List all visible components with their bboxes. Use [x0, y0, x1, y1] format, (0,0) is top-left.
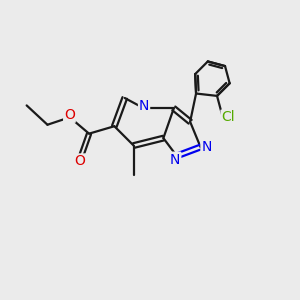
Text: N: N	[139, 99, 149, 113]
Text: O: O	[75, 154, 86, 168]
Text: Cl: Cl	[221, 110, 235, 124]
Text: N: N	[201, 140, 212, 154]
Text: N: N	[170, 152, 181, 167]
Text: O: O	[64, 108, 75, 122]
